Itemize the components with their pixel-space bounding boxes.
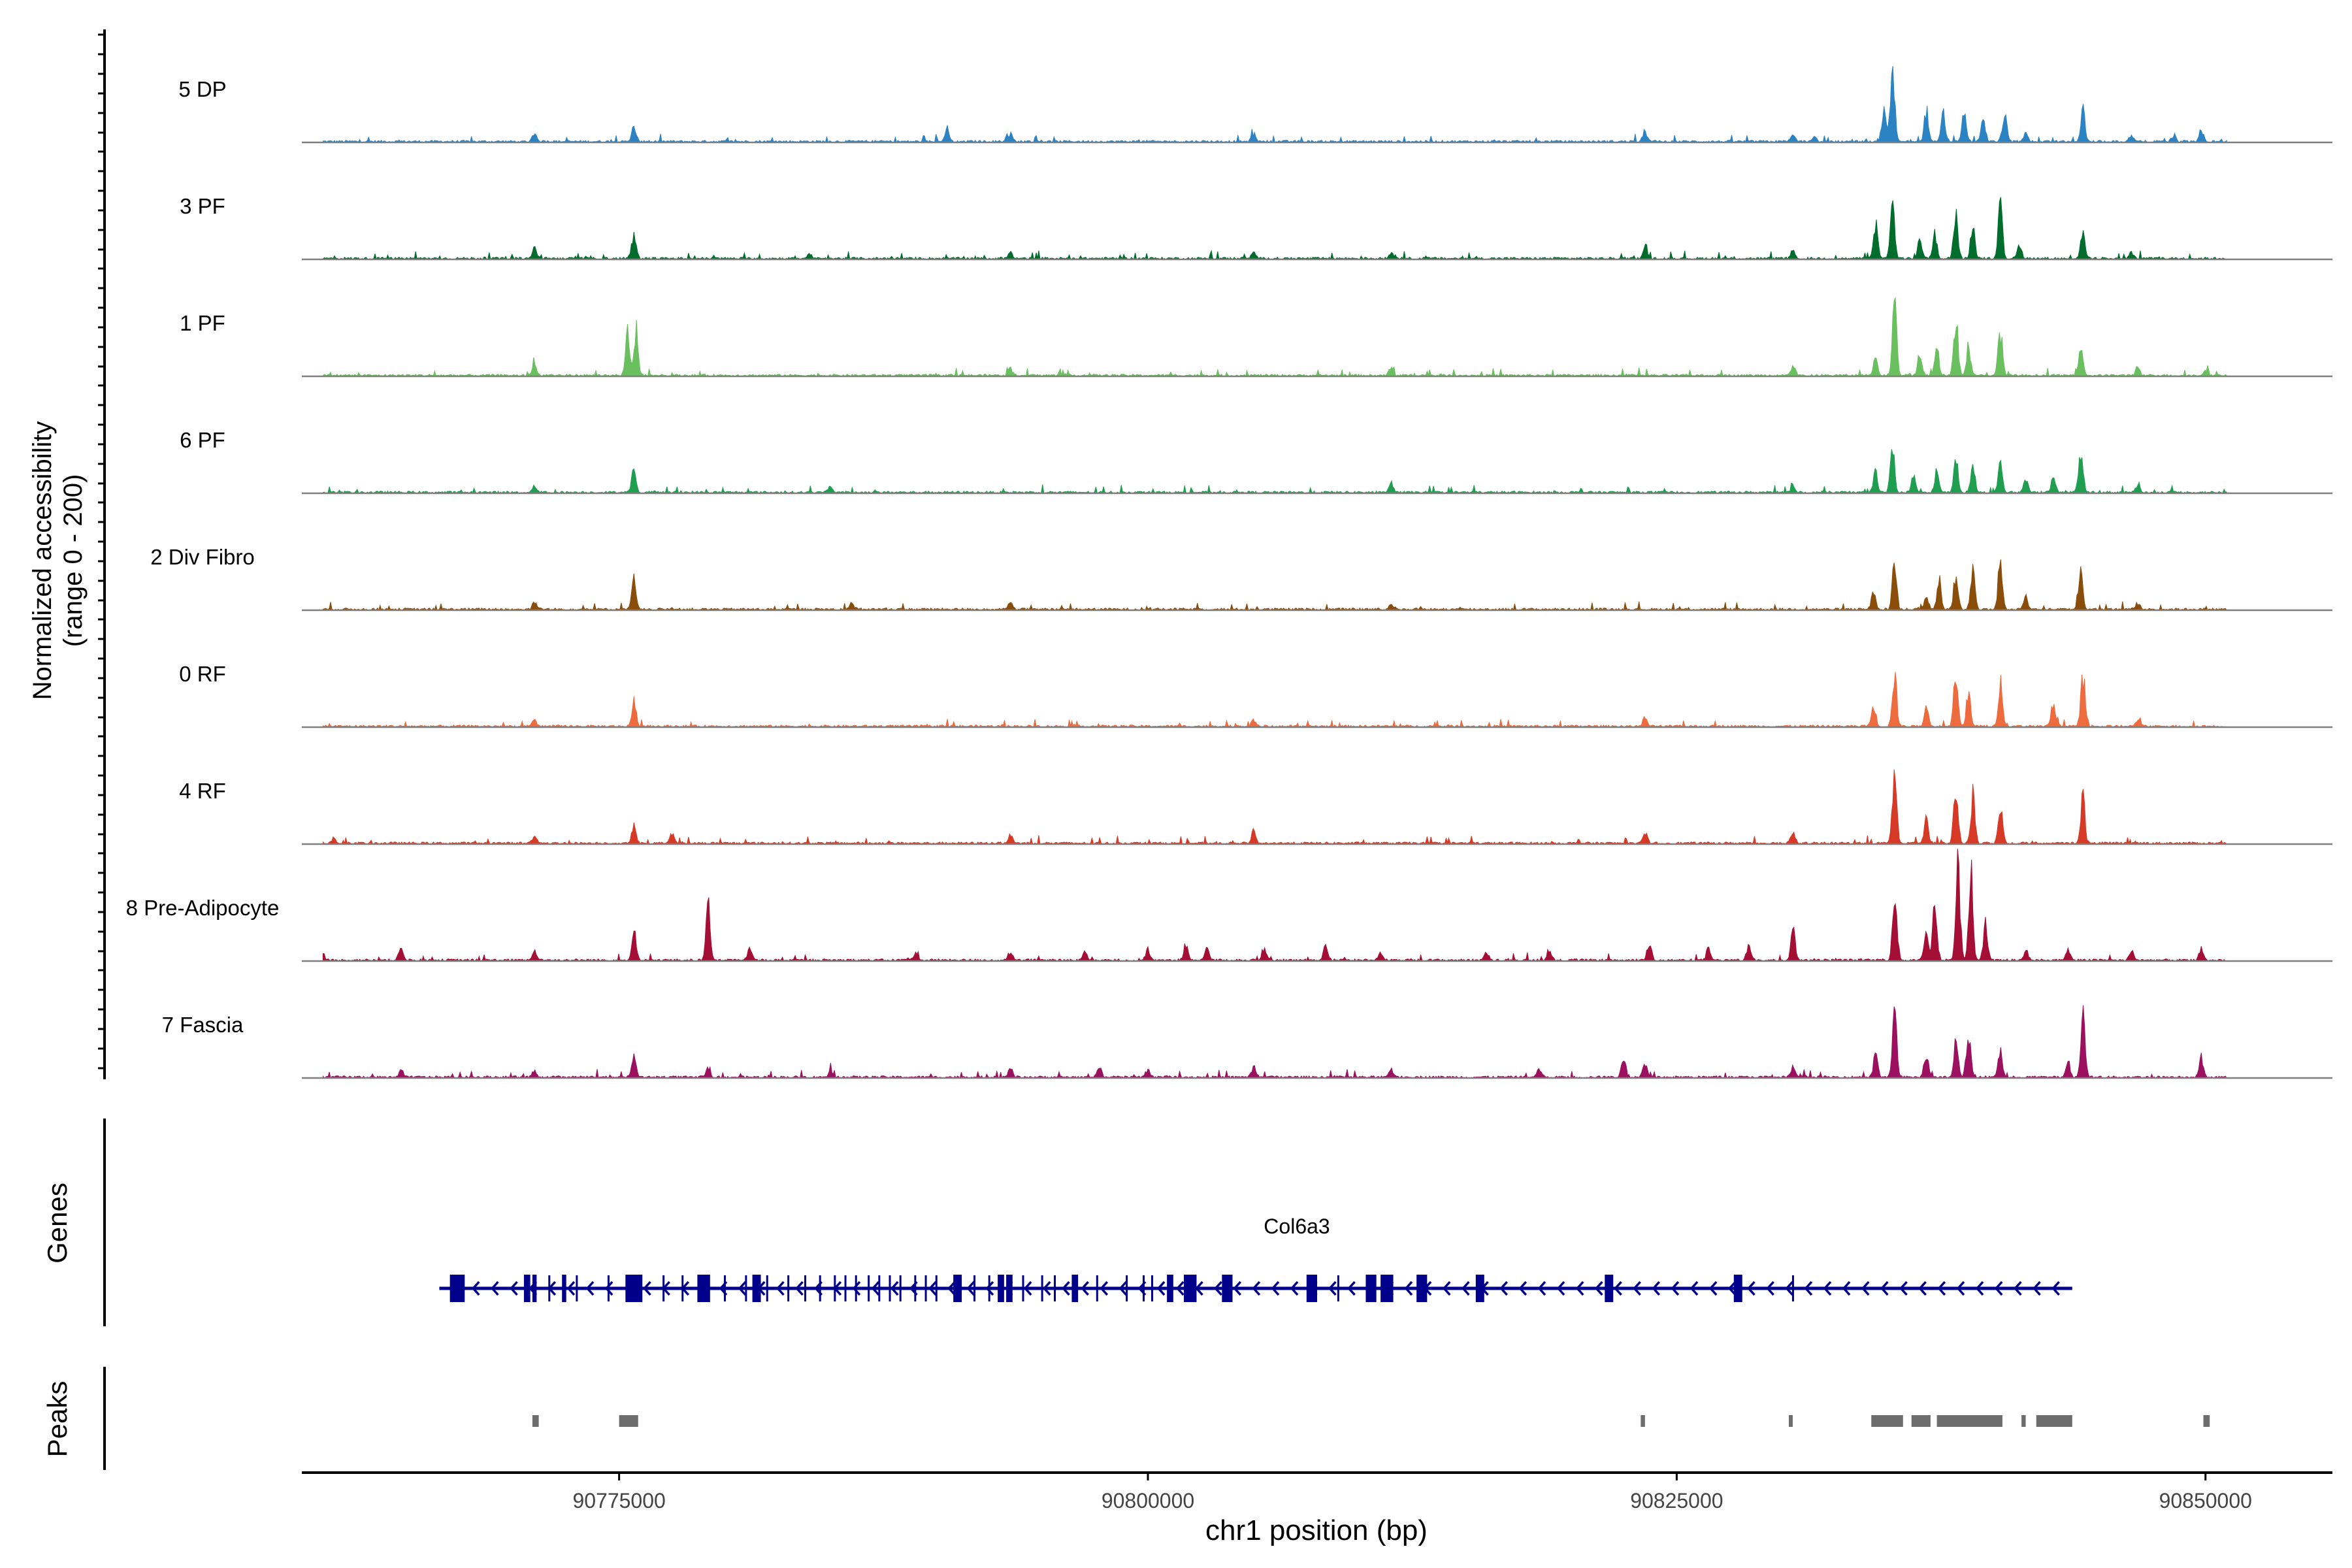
gene-exon	[697, 1275, 710, 1302]
coverage-area	[323, 672, 2227, 727]
gene-track	[439, 1275, 2072, 1302]
gene-exon	[753, 1275, 761, 1302]
peak-region	[1789, 1415, 1793, 1427]
track-label: 3 PF	[180, 194, 225, 218]
coverage-area	[323, 770, 2227, 844]
peak-track	[532, 1415, 2210, 1427]
gene-exon	[1006, 1275, 1013, 1302]
genes-panel-label: Genes	[42, 1183, 73, 1264]
track-7-fascia: 7 Fascia	[162, 1005, 2332, 1078]
coverage-area	[323, 1005, 2227, 1078]
track-label: 2 Div Fibro	[150, 545, 255, 569]
coverage-area	[323, 197, 2227, 259]
x-axis-ticks: 90775000 90800000 90825000 90850000	[572, 1473, 2252, 1512]
track-label: 0 RF	[179, 662, 226, 686]
gene-exon	[998, 1275, 1004, 1302]
coverage-area	[323, 298, 2227, 376]
coverage-area	[323, 559, 2227, 610]
peak-region	[1871, 1415, 1903, 1427]
x-axis-label: chr1 position (bp)	[1205, 1514, 1428, 1546]
gene-exon	[450, 1275, 465, 1302]
x-tick-label: 90825000	[1630, 1489, 1723, 1512]
track-8-pre-adipocyte: 8 Pre-Adipocyte	[126, 849, 2332, 961]
gene-exon	[1222, 1275, 1232, 1302]
track-5-dp: 5 DP	[178, 66, 2332, 142]
x-tick-label: 90775000	[572, 1489, 665, 1512]
peaks-panel-label: Peaks	[42, 1381, 73, 1458]
peak-region	[1912, 1415, 1931, 1427]
y-axis-label-line2: (range 0 - 200)	[59, 474, 88, 647]
track-label: 5 DP	[178, 77, 226, 101]
peak-region	[1937, 1415, 2002, 1427]
x-tick-label: 90800000	[1102, 1489, 1194, 1512]
coverage-figure: 5 DP 3 PF 1 PF 6 PF 2 Div Fibro 0 RF 4 RF 8 Pre…	[0, 0, 2352, 1568]
coverage-area	[323, 849, 2227, 961]
gene-exon	[532, 1275, 536, 1302]
track-2-div-fibro: 2 Div Fibro	[150, 545, 2332, 610]
track-label: 4 RF	[179, 779, 226, 803]
track-3-pf: 3 PF	[180, 194, 2332, 259]
gene-exon	[1380, 1275, 1393, 1302]
peak-region	[619, 1415, 638, 1427]
track-6-pf: 6 PF	[180, 428, 2332, 493]
track-label: 6 PF	[180, 428, 225, 452]
peak-region	[2204, 1415, 2210, 1427]
gene-exon	[1307, 1275, 1317, 1302]
track-label: 8 Pre-Adipocyte	[126, 896, 280, 920]
gene-exon	[1184, 1275, 1196, 1302]
gene-exon	[1605, 1275, 1613, 1302]
coverage-area	[323, 66, 2227, 142]
gene-exon	[1365, 1275, 1376, 1302]
peak-region	[1641, 1415, 1644, 1427]
gene-exon	[953, 1275, 962, 1302]
gene-exon	[1416, 1275, 1427, 1302]
gene-exon	[562, 1275, 566, 1302]
gene-exon	[1734, 1275, 1742, 1302]
gene-exon	[524, 1275, 531, 1302]
track-1-pf: 1 PF	[180, 298, 2332, 376]
track-4-rf: 4 RF	[179, 770, 2332, 844]
peak-region	[2021, 1415, 2025, 1427]
gene-exon	[1476, 1275, 1484, 1302]
track-label: 1 PF	[180, 311, 225, 335]
track-label: 7 Fascia	[162, 1013, 244, 1037]
gene-exon	[1167, 1275, 1173, 1302]
peak-region	[532, 1415, 539, 1427]
y-axis-label-line1: Normalized accessibility	[28, 421, 57, 700]
gene-name-label: Col6a3	[1264, 1215, 1330, 1238]
track-0-rf: 0 RF	[179, 662, 2332, 727]
gene-exon	[625, 1275, 642, 1302]
gene-exon	[1071, 1275, 1078, 1302]
coverage-area	[323, 449, 2227, 494]
x-tick-label: 90850000	[2159, 1489, 2252, 1512]
coverage-tracks-layer: 5 DP 3 PF 1 PF 6 PF 2 Div Fibro 0 RF 4 RF 8 Pre…	[126, 66, 2332, 1078]
peak-region	[2036, 1415, 2072, 1427]
